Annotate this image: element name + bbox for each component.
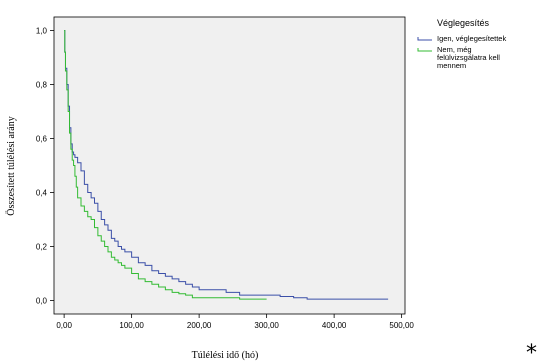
legend-label: Igen, véglegesítettek [437,34,506,43]
x-axis-title: Túlélési idő (hó) [192,350,259,361]
legend-item-2: Nem, még felülvizsgálatra kell mennem [417,45,500,70]
y-tick-label: 0,0 [36,297,48,306]
y-tick-label: 0,6 [36,135,48,144]
x-tick-label: 100,00 [119,321,144,330]
x-tick-label: 200,00 [187,321,212,330]
legend-swatch [417,37,432,41]
y-tick-label: 0,2 [36,243,48,252]
y-tick-label: 1,0 [36,27,48,36]
legend-title: Véglegesítés [437,18,490,28]
y-tick-label: 0,4 [36,189,48,198]
asterisk-annotation: * [526,341,537,361]
series-line-2 [64,30,267,300]
legend: Véglegesítés Igen, véglegesítettek Nem, m… [417,18,506,70]
legend-swatch [417,48,432,52]
x-axis: 0,00 100,00 200,00 300,00 400,00 500,00 [56,314,414,330]
legend-label: Nem, még felülvizsgálatra kell mennem [437,45,500,70]
series-layer [64,30,389,300]
x-tick-label: 500,00 [389,321,414,330]
legend-item-1: Igen, véglegesítettek [417,34,506,43]
y-axis-title: Összesített túlélési arány [5,116,17,215]
x-tick-label: 400,00 [322,321,347,330]
y-axis: 0,0 0,2 0,4 0,6 0,8 1,0 [36,27,54,306]
y-tick-label: 0,8 [36,81,48,90]
plot-area [53,16,406,315]
x-tick-label: 300,00 [254,321,279,330]
x-tick-label: 0,00 [56,321,72,330]
